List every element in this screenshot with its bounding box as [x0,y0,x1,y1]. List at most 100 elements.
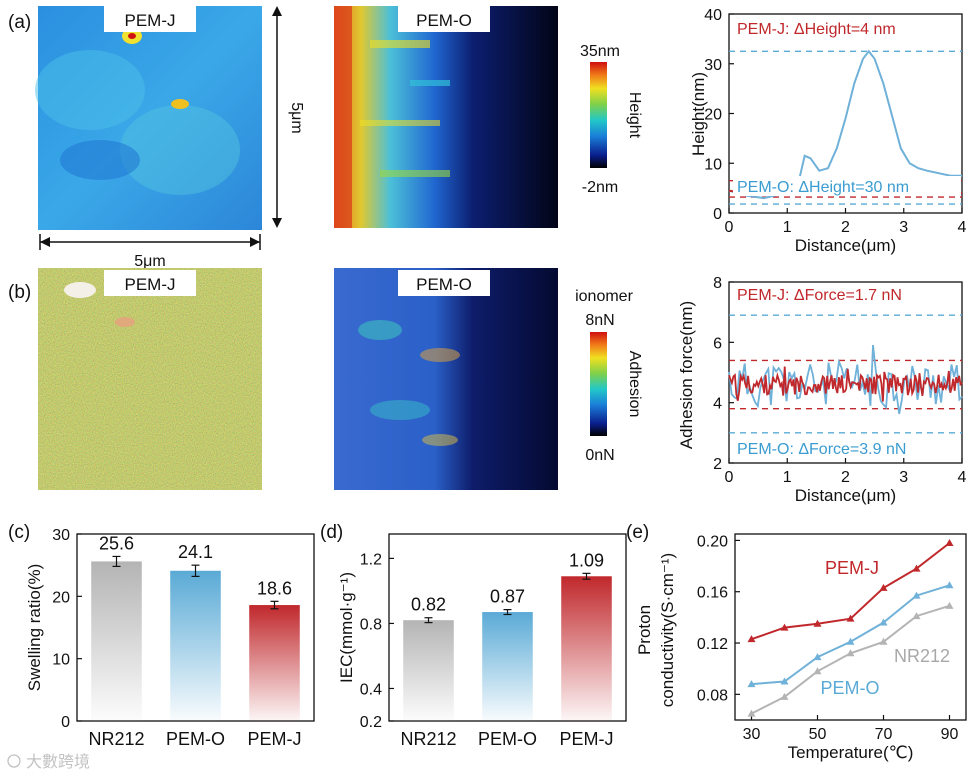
panel-label-a: (a) [8,12,31,33]
x-tick-label: 0 [725,219,734,236]
y-tick-label: 2 [713,456,722,473]
y-tick-label: 0.8 [360,616,382,633]
x-tick-label: 3 [899,469,908,486]
y-axis-label: Swelling ratio(%) [25,564,44,692]
x-category-label: PEM-O [166,729,225,749]
data-point-pem-o [879,618,888,626]
panel-label-b: (b) [8,282,31,303]
scale-bar-vertical: 5μm [272,6,305,228]
height-colorbar-max: 35nm [580,43,620,60]
plot-frame [734,533,967,721]
watermark-logo-icon [7,754,21,768]
x-axis-label: Distance(μm) [795,236,896,255]
data-point-pem-o [945,581,954,589]
chart-swelling-ratio: 0 10 20 30 Swelling ratio(%) 25.6 NR212 24.1 PEM… [25,527,315,749]
bar-value-label: 24.1 [178,542,213,562]
y-tick-label: 10 [704,156,722,173]
y-tick-label: 8 [713,275,722,292]
bar-value-label: 0.82 [411,595,446,615]
x-tick-label: 70 [875,726,893,743]
y-axis-label: Adhesion force(nm) [677,301,696,449]
scale-vertical-label: 5μm [288,102,305,133]
adhesion-colorbar-max: 8nN [585,312,614,329]
data-point-pem-o [846,637,855,645]
y-tick-label: 0.12 [697,636,728,653]
data-point-pem-j [846,614,855,622]
x-tick-label: 0 [725,469,734,486]
x-category-label: PEM-J [248,729,302,749]
scale-horizontal-label: 5μm [134,253,165,270]
x-category-label: NR212 [88,729,144,749]
bar-value-label: 25.6 [99,533,134,553]
annotation-pem-j: PEM-J: ΔForce=1.7 nN [737,287,902,304]
x-tick-label: 4 [958,469,967,486]
data-point-pem-j [912,564,921,572]
data-point-pem-o [912,591,921,599]
bar-value-label: 18.6 [257,578,292,598]
x-tick-label: 2 [841,469,850,486]
y-tick-label: 0.08 [697,687,728,704]
y-tick-label: 30 [704,57,722,74]
y-tick-label: 0.2 [360,714,382,731]
y-tick-label: 20 [52,589,70,606]
x-tick-label: 90 [941,726,959,743]
adhesion-colorbar-title: Adhesion [626,351,643,418]
bar-pem-j [249,605,300,721]
y-axis-label-line2: conductivity(S·cm⁻¹) [658,553,677,707]
bar-nr212 [403,620,454,721]
series-label-pem-j: PEM-J [825,558,879,578]
chart-proton-conductivity: 30 50 70 90 0.08 0.12 0.16 0.20 Temperature(℃) Pr… [635,533,967,762]
y-axis-label: Height(nm) [689,72,708,156]
x-tick-label: 30 [743,726,761,743]
data-point-pem-j [747,635,756,643]
y-tick-label: 20 [704,107,722,124]
series-line-pem-o [751,584,950,686]
y-tick-label: 40 [704,7,722,24]
height-colorbar: 35nm -2nm Height [580,43,643,196]
annotation-bg [733,18,955,38]
annotation-bg [733,176,961,196]
chart-height-profile: 0 1 2 3 4010203040Distance(μm)Height(nm)PEM-… [689,7,967,255]
annotation-bg [733,438,959,458]
bar-nr212 [91,561,142,721]
adhesion-colorbar: ionomer 8nN 0nN Adhesion [575,288,643,464]
data-point-pem-j [879,583,888,591]
adhesion-colorbar-min: 0nN [585,447,614,464]
y-tick-label: 4 [713,396,722,413]
height-colorbar-title: Height [626,92,643,139]
data-point-pem-o [813,653,822,661]
height-map-pem-j: PEM-J [35,6,262,230]
data-point-pem-j [945,538,954,546]
x-category-label: PEM-O [478,729,537,749]
bar-pem-j [561,576,612,721]
adhesion-map-pem-o-label: PEM-O [416,275,472,294]
x-tick-label: 1 [783,469,792,486]
data-point-nr212 [879,637,888,645]
annotation-pem-o: PEM-O: ΔForce=3.9 nN [737,441,906,458]
data-point-pem-j [813,619,822,627]
height-map-pem-o-label: PEM-O [416,11,472,30]
x-axis-label: Temperature(℃) [788,743,914,762]
height-colorbar-min: -2nm [582,179,618,196]
scale-bar-horizontal: 5μm [39,234,261,270]
series-label-pem-o: PEM-O [820,678,879,698]
data-point-nr212 [780,692,789,700]
x-tick-label: 50 [809,726,827,743]
data-point-nr212 [747,709,756,717]
y-tick-label: 0 [61,714,70,731]
x-tick-label: 3 [899,219,908,236]
x-tick-label: 2 [841,219,850,236]
bar-value-label: 0.87 [490,587,525,607]
panel-label-c: (c) [8,522,30,543]
y-axis-label-line1: Proton [635,605,654,655]
adhesion-map-pem-j-label: PEM-J [125,275,176,294]
x-tick-label: 4 [958,219,967,236]
data-point-pem-j [780,623,789,631]
series-label-nr212: NR212 [894,646,950,666]
data-point-pem-o [780,677,789,685]
y-tick-label: 0.4 [360,681,382,698]
y-tick-label: 6 [713,335,722,352]
annotation-pem-o: PEM-O: ΔHeight=30 nm [737,179,909,196]
panel-label-e: (e) [626,522,649,543]
